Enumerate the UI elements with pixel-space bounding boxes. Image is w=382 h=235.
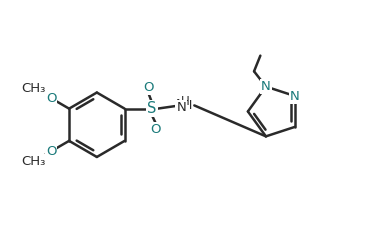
Text: O: O — [46, 145, 56, 158]
Text: O: O — [46, 92, 56, 105]
Text: N: N — [177, 101, 187, 114]
Text: H: H — [183, 99, 192, 112]
Text: N: N — [261, 80, 271, 93]
Text: N: N — [290, 90, 300, 102]
Text: N: N — [176, 98, 186, 111]
Text: O: O — [143, 81, 154, 94]
Text: CH₃: CH₃ — [21, 82, 46, 95]
Text: O: O — [151, 123, 161, 136]
Text: CH₃: CH₃ — [21, 155, 46, 168]
Text: S: S — [147, 101, 157, 116]
Text: H: H — [181, 95, 190, 108]
